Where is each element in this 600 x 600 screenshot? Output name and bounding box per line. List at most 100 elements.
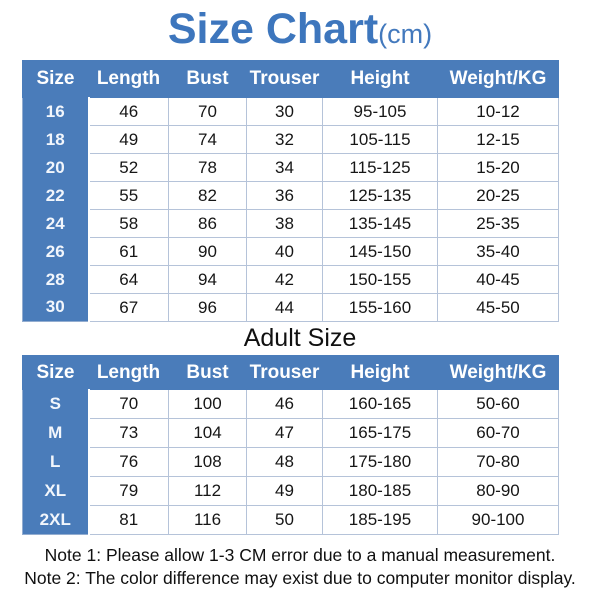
column-header-bust: Bust [168,60,247,98]
table-cell: 81 [88,505,169,535]
table-cell: 34 [246,153,323,182]
table-cell: 35-40 [437,237,559,266]
size-cell: 20 [22,153,90,182]
table-row: L 76 108 48 175-180 70-80 [22,447,559,477]
table-row: XL 79 112 49 180-185 80-90 [22,476,559,506]
table-row: 26 61 90 40 145-150 35-40 [22,237,559,266]
kids-table-header-row: Size Length Bust Trouser Height Weight/K… [22,60,559,98]
column-header-size: Size [22,355,89,390]
table-cell: 20-25 [437,181,559,210]
column-header-length: Length [88,355,169,390]
table-cell: 76 [88,447,169,477]
size-cell: S [22,389,90,419]
table-cell: 160-165 [322,389,438,419]
table-cell: 175-180 [322,447,438,477]
table-cell: 180-185 [322,476,438,506]
table-cell: 52 [88,153,169,182]
table-cell: 115-125 [322,153,438,182]
table-cell: 40-45 [437,265,559,294]
size-cell: 2XL [22,505,90,535]
table-cell: 55 [88,181,169,210]
table-cell: 96 [168,293,247,322]
column-header-trouser: Trouser [246,60,323,98]
table-cell: 145-150 [322,237,438,266]
table-row: 30 67 96 44 155-160 45-50 [22,293,559,322]
adult-size-table: Size Length Bust Trouser Height Weight/K… [22,355,559,535]
table-cell: 61 [88,237,169,266]
column-header-weight: Weight/KG [437,355,559,390]
table-cell: 46 [88,97,169,126]
table-cell: 10-12 [437,97,559,126]
table-cell: 112 [168,476,247,506]
size-cell: L [22,447,90,477]
table-cell: 74 [168,125,247,154]
table-cell: 105-115 [322,125,438,154]
table-cell: 104 [168,418,247,448]
table-cell: 44 [246,293,323,322]
adult-table-header-row: Size Length Bust Trouser Height Weight/K… [22,355,559,390]
column-header-trouser: Trouser [246,355,323,390]
table-cell: 58 [88,209,169,238]
table-cell: 40 [246,237,323,266]
note-1: Note 1: Please allow 1-3 CM error due to… [44,545,556,565]
column-header-size: Size [22,60,89,98]
table-cell: 116 [168,505,247,535]
page-title-text: Size Chart [167,5,379,53]
table-cell: 86 [168,209,247,238]
size-cell: 22 [22,181,90,210]
table-cell: 38 [246,209,323,238]
table-cell: 36 [246,181,323,210]
table-cell: 50 [246,505,323,535]
table-cell: 49 [246,476,323,506]
column-header-bust: Bust [168,355,247,390]
column-header-height: Height [322,355,438,390]
table-cell: 135-145 [322,209,438,238]
table-cell: 50-60 [437,389,559,419]
column-header-height: Height [322,60,438,98]
table-cell: 45-50 [437,293,559,322]
size-cell: XL [22,476,90,506]
table-cell: 125-135 [322,181,438,210]
table-cell: 47 [246,418,323,448]
table-cell: 67 [88,293,169,322]
table-row: 18 49 74 32 105-115 12-15 [22,125,559,154]
table-cell: 155-160 [322,293,438,322]
table-cell: 64 [88,265,169,294]
column-header-length: Length [88,60,169,98]
table-cell: 12-15 [437,125,559,154]
adult-size-heading: Adult Size [243,324,357,352]
table-cell: 90-100 [437,505,559,535]
notes-section: Note 1: Please allow 1-3 CM error due to… [0,544,600,590]
kids-size-table: Size Length Bust Trouser Height Weight/K… [22,60,559,322]
page-title-unit: (cm) [378,19,433,49]
table-cell: 108 [168,447,247,477]
table-cell: 32 [246,125,323,154]
table-cell: 70-80 [437,447,559,477]
table-row: 24 58 86 38 135-145 25-35 [22,209,559,238]
table-cell: 165-175 [322,418,438,448]
table-cell: 49 [88,125,169,154]
table-cell: 90 [168,237,247,266]
table-cell: 46 [246,389,323,419]
table-cell: 70 [88,389,169,419]
size-cell: 24 [22,209,90,238]
table-cell: 150-155 [322,265,438,294]
table-row: M 73 104 47 165-175 60-70 [22,418,559,448]
table-row: 2XL 81 116 50 185-195 90-100 [22,505,559,535]
table-row: 28 64 94 42 150-155 40-45 [22,265,559,294]
table-cell: 100 [168,389,247,419]
size-cell: 30 [22,293,90,322]
column-header-weight: Weight/KG [437,60,559,98]
table-cell: 60-70 [437,418,559,448]
table-cell: 78 [168,153,247,182]
table-cell: 48 [246,447,323,477]
table-cell: 42 [246,265,323,294]
table-cell: 15-20 [437,153,559,182]
size-cell: 18 [22,125,90,154]
table-cell: 94 [168,265,247,294]
size-cell: 28 [22,265,90,294]
table-row: 20 52 78 34 115-125 15-20 [22,153,559,182]
table-cell: 30 [246,97,323,126]
size-cell: 16 [22,97,90,126]
